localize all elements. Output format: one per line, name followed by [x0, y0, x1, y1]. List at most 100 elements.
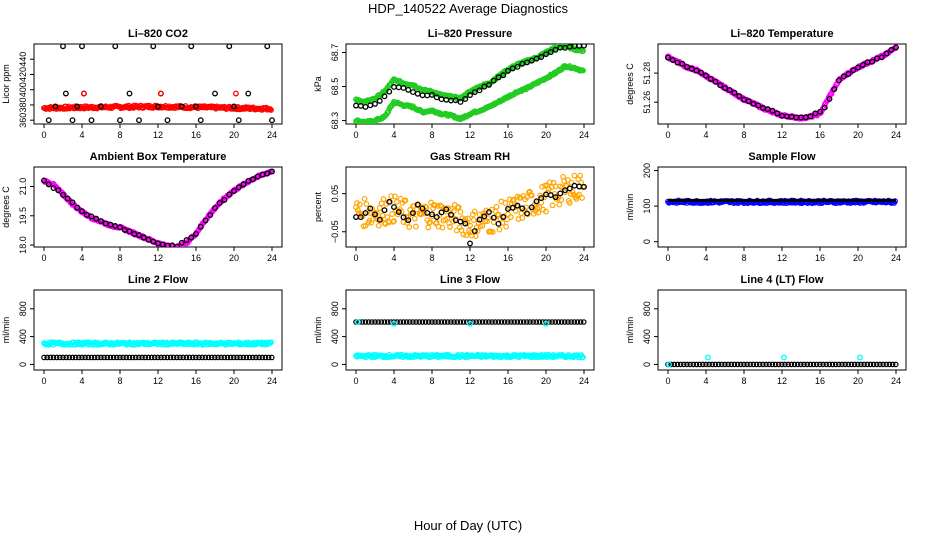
- series-0-point: [361, 195, 368, 202]
- series-1-point: [235, 117, 242, 124]
- series-1-point: [565, 319, 571, 325]
- series-0-point: [579, 195, 585, 201]
- series-2-point: [395, 84, 402, 91]
- series-0-point: [690, 361, 697, 368]
- series-2-point: [376, 97, 383, 104]
- series-1-point: [269, 168, 275, 175]
- series-0-point: [828, 91, 835, 97]
- y-axis-label: ml/min: [625, 194, 635, 221]
- series-1-point: [155, 354, 161, 361]
- y-tick-label: 19.5: [18, 207, 28, 225]
- series-1-point: [435, 319, 442, 325]
- series-0-point: [760, 361, 766, 368]
- series-1-point: [473, 319, 480, 325]
- series-2-point: [157, 90, 164, 97]
- series-1-point: [256, 354, 262, 361]
- series-0-point: [402, 197, 409, 204]
- series-1-point: [432, 319, 438, 325]
- y-tick-label: 100: [642, 199, 652, 214]
- series-2-point: [410, 89, 416, 96]
- series-1-point: [183, 354, 190, 361]
- series-1-point: [98, 354, 104, 361]
- series-1-point: [196, 354, 202, 361]
- series-1-point: [262, 354, 269, 361]
- panel-title: Line 4 (LT) Flow: [741, 274, 824, 286]
- series-1-point: [50, 354, 57, 361]
- series-1-point: [150, 44, 157, 50]
- series-1-point: [438, 319, 445, 325]
- y-tick-label: 200: [642, 163, 652, 178]
- series-1-point: [142, 354, 149, 361]
- x-tick-label: 12: [777, 376, 787, 386]
- series-0-point: [474, 228, 481, 234]
- plot-frame: [33, 43, 283, 125]
- y-tick-label: 51.26: [642, 91, 652, 114]
- series-0-point: [268, 107, 274, 113]
- series-2-point: [405, 86, 412, 93]
- series-0-point: [886, 361, 893, 368]
- series-1-point: [444, 319, 451, 325]
- series-1-point: [265, 354, 272, 361]
- series-1-point: [193, 103, 199, 110]
- series-2-point: [386, 88, 393, 95]
- series-1-point: [52, 103, 59, 110]
- series-0-point: [479, 222, 486, 229]
- series-0-point: [889, 361, 896, 368]
- series-1-point: [836, 77, 842, 84]
- series-1-point: [250, 176, 256, 183]
- series-1-point: [47, 354, 54, 361]
- y-tick-label: 21.0: [18, 178, 28, 196]
- series-1-point: [524, 319, 530, 325]
- x-tick-label: 0: [665, 253, 670, 263]
- series-1-point: [807, 113, 814, 120]
- series-1-point: [492, 319, 498, 325]
- series-1-point: [50, 185, 57, 191]
- series-1-point: [769, 107, 776, 114]
- series-1-point: [441, 319, 448, 325]
- series-1-point: [189, 354, 196, 361]
- x-axis-title: Hour of Day (UTC): [413, 518, 523, 533]
- series-1-point: [893, 44, 899, 51]
- x-tick-label: 12: [777, 130, 787, 140]
- series-1-point: [64, 195, 71, 202]
- series-1-point: [448, 211, 454, 218]
- plot-area: [353, 319, 587, 361]
- series-0-point: [380, 196, 387, 202]
- series-1-point: [224, 354, 231, 361]
- panel-title: Gas Stream RH: [430, 151, 510, 163]
- series-1-point: [495, 319, 502, 325]
- series-2-point: [462, 96, 469, 102]
- series-1-point: [571, 182, 578, 189]
- plot-area: [41, 44, 275, 124]
- series-1-point: [712, 78, 719, 85]
- series-1-point: [562, 187, 568, 194]
- series-1-point: [741, 96, 747, 103]
- series-1-point: [237, 354, 243, 361]
- series-1-point: [498, 319, 505, 325]
- series-0-point: [354, 200, 360, 207]
- y-tick-label: 360: [18, 113, 28, 128]
- series-1-point: [704, 354, 711, 361]
- series-1-point: [481, 213, 488, 220]
- series-1-point: [126, 354, 133, 361]
- series-0-point: [502, 200, 509, 206]
- series-1-point: [104, 354, 111, 361]
- series-1-point: [75, 354, 82, 361]
- series-0-point: [728, 361, 735, 368]
- series-1-point: [212, 90, 218, 97]
- series-1-point: [381, 207, 388, 214]
- series-2-point: [372, 100, 378, 107]
- y-tick-label: 0: [642, 239, 652, 244]
- series-0-point: [747, 361, 754, 368]
- series-1-point: [707, 75, 714, 82]
- series-0-point: [472, 233, 479, 240]
- series-2-point: [476, 87, 483, 94]
- series-1-point: [45, 117, 52, 124]
- series-1-point: [126, 228, 133, 235]
- x-tick-label: 20: [541, 253, 551, 263]
- series-1-point: [424, 209, 431, 216]
- series-1-point: [840, 73, 847, 80]
- panel-title: Ambient Box Temperature: [90, 151, 227, 163]
- series-1-point: [180, 354, 186, 361]
- series-1-point: [60, 191, 66, 198]
